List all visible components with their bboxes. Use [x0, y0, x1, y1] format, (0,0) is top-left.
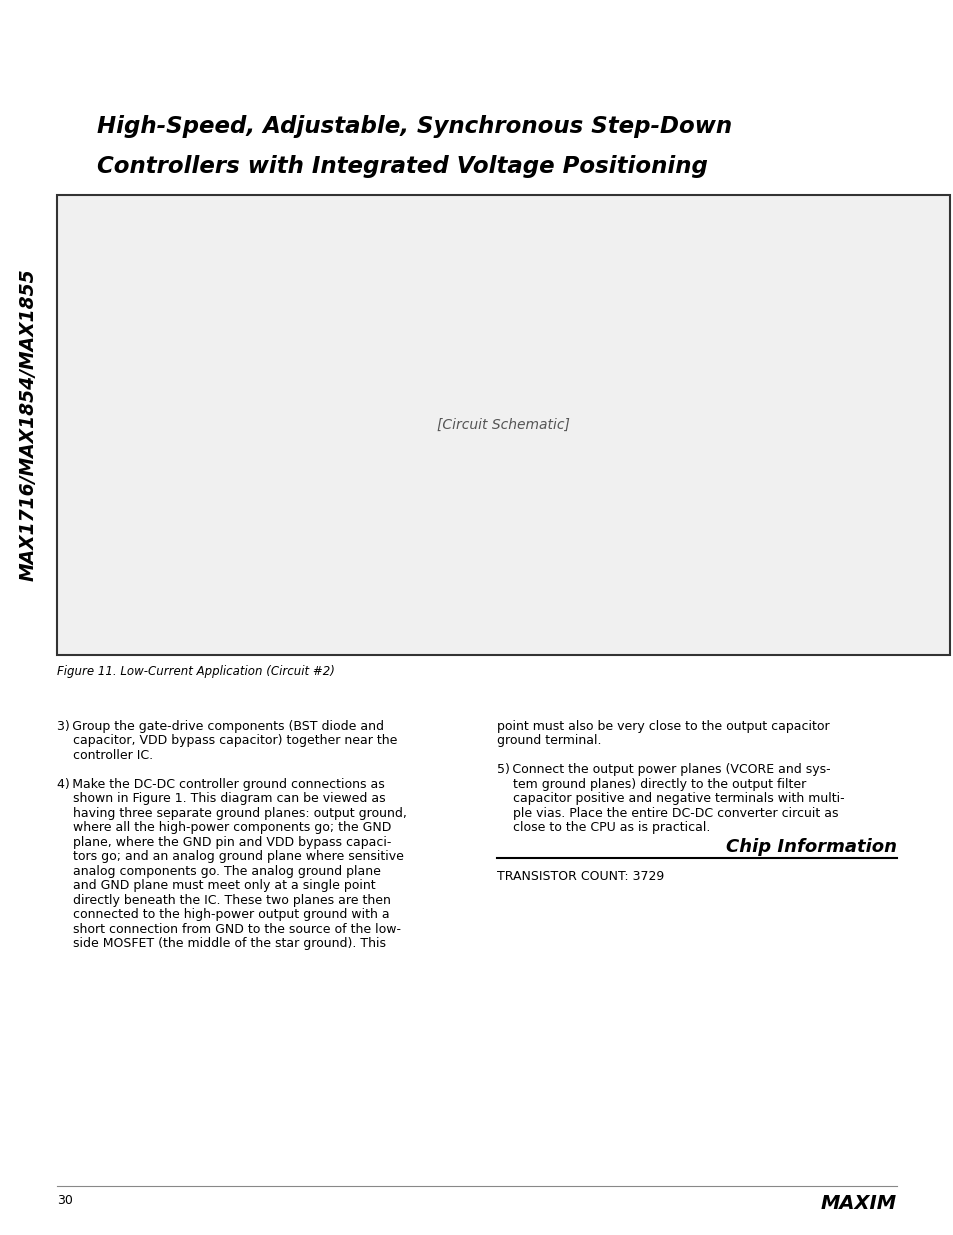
Text: 3) Group the gate-drive components (BST diode and: 3) Group the gate-drive components (BST …: [57, 720, 384, 734]
Text: directly beneath the IC. These two planes are then: directly beneath the IC. These two plane…: [57, 894, 391, 906]
Text: short connection from GND to the source of the low-: short connection from GND to the source …: [57, 923, 400, 936]
Text: MAX1716/MAX1854/MAX1855: MAX1716/MAX1854/MAX1855: [18, 269, 37, 582]
Text: capacitor, VDD bypass capacitor) together near the: capacitor, VDD bypass capacitor) togethe…: [57, 735, 397, 747]
Text: [Circuit Schematic]: [Circuit Schematic]: [436, 417, 569, 432]
Text: 4) Make the DC-DC controller ground connections as: 4) Make the DC-DC controller ground conn…: [57, 778, 384, 790]
Text: connected to the high-power output ground with a: connected to the high-power output groun…: [57, 909, 389, 921]
Text: MAXIM: MAXIM: [820, 1194, 896, 1213]
Text: Controllers with Integrated Voltage Positioning: Controllers with Integrated Voltage Posi…: [97, 156, 707, 178]
Text: 30: 30: [57, 1194, 72, 1207]
Text: where all the high-power components go; the GND: where all the high-power components go; …: [57, 821, 391, 835]
Text: shown in Figure 1. This diagram can be viewed as: shown in Figure 1. This diagram can be v…: [57, 793, 385, 805]
Text: Figure 11. Low-Current Application (Circuit #2): Figure 11. Low-Current Application (Circ…: [57, 664, 335, 678]
Bar: [57, 195, 949, 655]
Text: analog components go. The analog ground plane: analog components go. The analog ground …: [57, 864, 380, 878]
Text: Chip Information: Chip Information: [725, 839, 896, 856]
Text: controller IC.: controller IC.: [57, 748, 153, 762]
Text: High-Speed, Adjustable, Synchronous Step-Down: High-Speed, Adjustable, Synchronous Step…: [97, 115, 731, 138]
Text: having three separate ground planes: output ground,: having three separate ground planes: out…: [57, 806, 406, 820]
Text: close to the CPU as is practical.: close to the CPU as is practical.: [497, 821, 710, 835]
Text: side MOSFET (the middle of the star ground). This: side MOSFET (the middle of the star grou…: [57, 937, 386, 951]
Text: and GND plane must meet only at a single point: and GND plane must meet only at a single…: [57, 879, 375, 893]
Text: tem ground planes) directly to the output filter: tem ground planes) directly to the outpu…: [497, 778, 805, 790]
Text: ple vias. Place the entire DC-DC converter circuit as: ple vias. Place the entire DC-DC convert…: [497, 806, 838, 820]
Text: tors go; and an analog ground plane where sensitive: tors go; and an analog ground plane wher…: [57, 851, 403, 863]
Text: 5) Connect the output power planes (VCORE and sys-: 5) Connect the output power planes (VCOR…: [497, 763, 830, 777]
Text: plane, where the GND pin and VDD bypass capaci-: plane, where the GND pin and VDD bypass …: [57, 836, 391, 848]
Text: point must also be very close to the output capacitor: point must also be very close to the out…: [497, 720, 829, 734]
Text: TRANSISTOR COUNT: 3729: TRANSISTOR COUNT: 3729: [497, 869, 663, 883]
Text: ground terminal.: ground terminal.: [497, 735, 601, 747]
Text: capacitor positive and negative terminals with multi-: capacitor positive and negative terminal…: [497, 793, 843, 805]
